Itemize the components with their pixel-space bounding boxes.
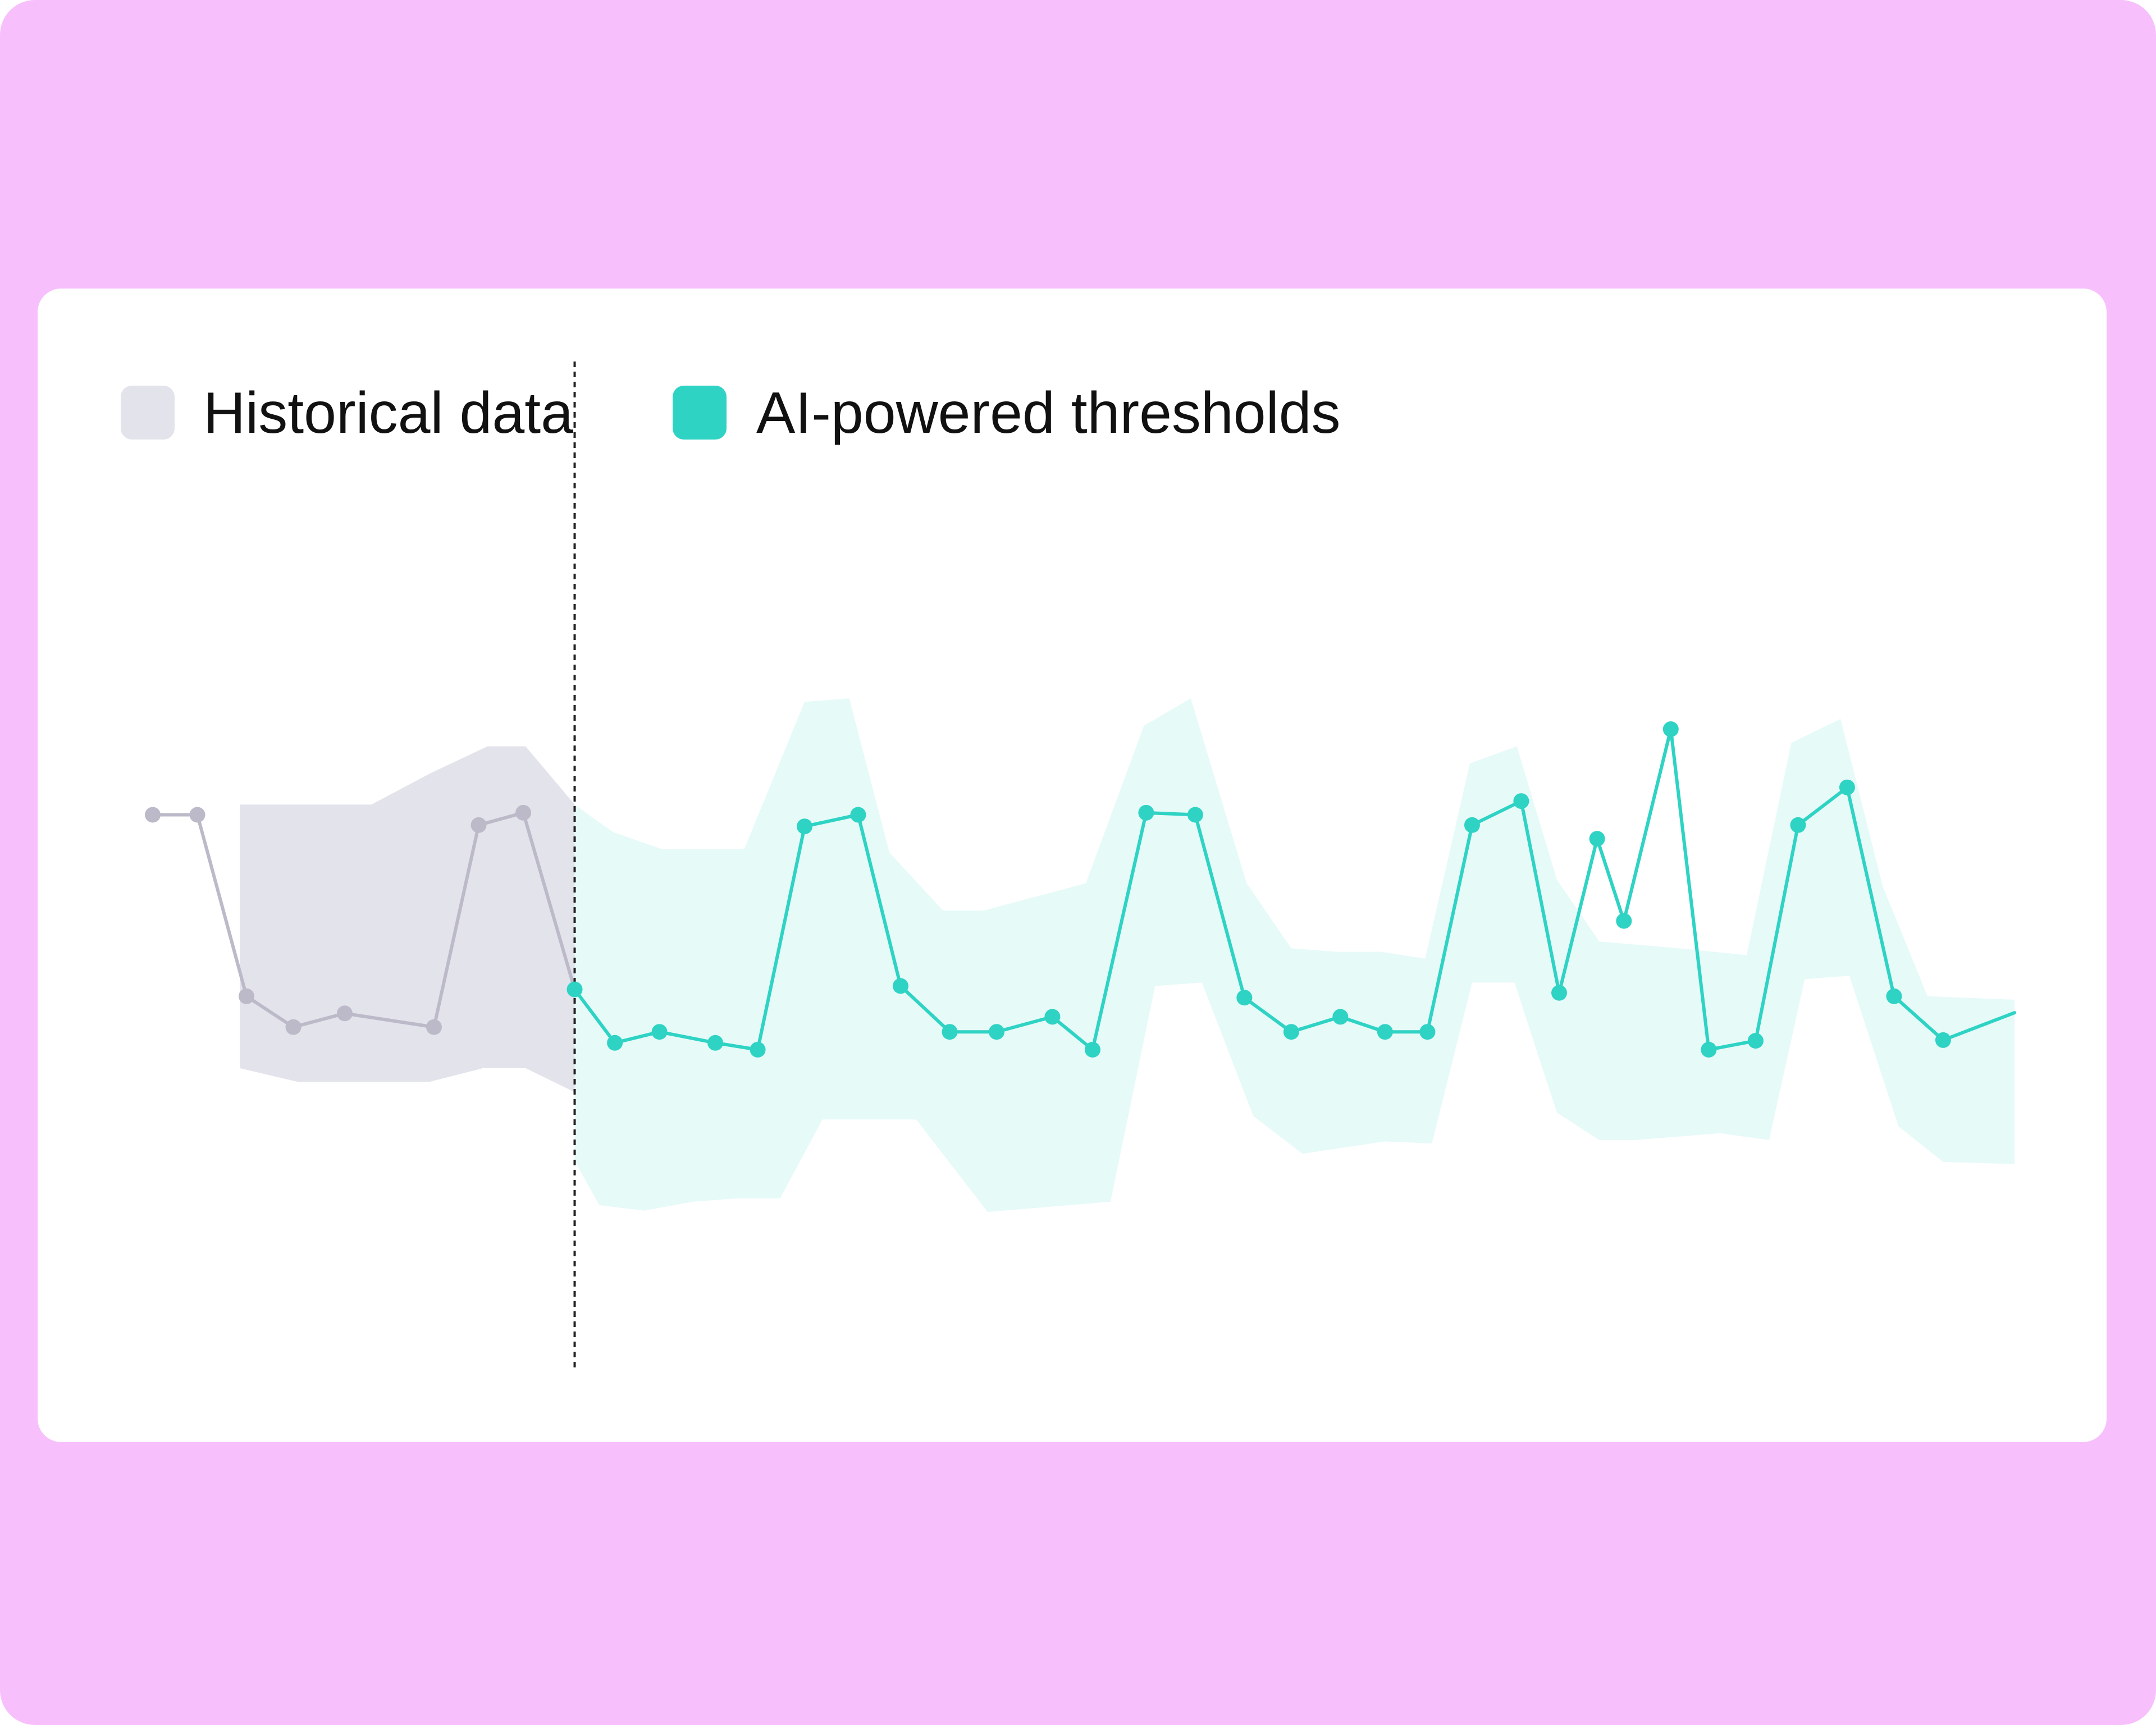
- ai-threshold-band: [574, 698, 2015, 1212]
- forecast-data-point: [750, 1041, 766, 1058]
- legend-label-historical: Historical data: [203, 381, 573, 446]
- legend: Historical data AI-powered thresholds: [121, 381, 1341, 446]
- forecast-line-segment: [1753, 823, 1800, 1043]
- legend-label-ai-thresholds: AI-powered thresholds: [756, 381, 1341, 446]
- forecast-data-point: [1790, 817, 1806, 833]
- historical-data-point: [336, 1005, 353, 1022]
- historical-data-point: [285, 1019, 302, 1035]
- forecast-line-segment: [1144, 811, 1197, 817]
- forecast-data-point: [850, 807, 866, 823]
- forecast-line-segment: [899, 984, 952, 1034]
- forecast-line-segment: [1050, 1015, 1094, 1051]
- historical-line-segment: [291, 1012, 346, 1029]
- historical-line-segment: [245, 994, 295, 1029]
- forecast-data-point: [1839, 779, 1855, 795]
- forecast-line-segment: [1595, 837, 1626, 923]
- forecast-data-point: [707, 1035, 723, 1051]
- forecast-line-segment: [1941, 1011, 2017, 1042]
- forecast-data-point: [1044, 1009, 1061, 1025]
- historical-data-point: [471, 817, 487, 833]
- forecast-line-segment: [1557, 837, 1599, 995]
- forecast-data-point: [1084, 1041, 1100, 1058]
- forecast-data-point: [942, 1024, 958, 1040]
- plot-area: [145, 362, 2017, 1372]
- forecast-data-point: [893, 978, 909, 994]
- forecast-line-segment: [995, 1015, 1054, 1034]
- forecast-line-segment: [1519, 799, 1561, 995]
- forecast-data-point: [1886, 988, 1902, 1004]
- forecast-data-point: [797, 818, 813, 835]
- forecast-data-point: [1616, 913, 1632, 929]
- forecast-data-point: [1701, 1041, 1717, 1058]
- forecast-data-point: [567, 981, 583, 998]
- legend-swatch-historical: [121, 386, 175, 440]
- forecast-data-point: [1747, 1033, 1764, 1049]
- forecast-line-segment: [1426, 823, 1474, 1034]
- threshold-chart: Historical data AI-powered thresholds: [121, 362, 2017, 1372]
- historical-line-segment: [195, 813, 248, 998]
- forecast-line-segment: [1193, 813, 1246, 1000]
- forecast-line-segment: [1090, 811, 1148, 1051]
- forecast-data-point: [1513, 793, 1529, 809]
- forecast-line-segment: [1892, 994, 1945, 1042]
- forecast-data-point: [1551, 985, 1567, 1001]
- chart-card: Historical data AI-powered thresholds: [38, 289, 2107, 1442]
- forecast-data-point: [1464, 817, 1480, 833]
- forecast-data-point: [1662, 721, 1679, 737]
- forecast-line-segment: [1707, 1039, 1757, 1051]
- forecast-line-segment: [1243, 996, 1293, 1034]
- forecast-data-point: [1187, 807, 1203, 823]
- forecast-line-segment: [1796, 785, 1849, 827]
- forecast-data-point: [1236, 990, 1253, 1006]
- forecast-line-segment: [803, 813, 860, 829]
- forecast-line-segment: [856, 813, 903, 988]
- forecast-line-segment: [1669, 727, 1711, 1051]
- forecast-line-segment: [756, 825, 807, 1051]
- historical-line-segment: [432, 823, 481, 1029]
- forecast-data-point: [1283, 1024, 1299, 1040]
- historical-data-point: [426, 1019, 442, 1035]
- forecast-line-segment: [573, 987, 617, 1045]
- forecast-line-segment: [1622, 727, 1673, 923]
- forecast-data-point: [1589, 831, 1605, 847]
- forecast-data-point: [1332, 1009, 1349, 1025]
- forecast-data-point: [1138, 804, 1154, 821]
- forecast-data-point: [1419, 1024, 1436, 1040]
- historical-data-point: [145, 807, 161, 823]
- forecast-line-segment: [1289, 1015, 1342, 1034]
- historical-data-point: [515, 804, 532, 821]
- forecast-data-point: [989, 1024, 1004, 1040]
- historical-band: [240, 746, 575, 1092]
- forecast-data-point: [1377, 1024, 1393, 1040]
- forecast-line-segment: [657, 1030, 717, 1045]
- historical-line-segment: [522, 811, 577, 991]
- legend-swatch-ai-thresholds: [673, 386, 727, 440]
- historical-line-segment: [342, 1012, 436, 1029]
- forecast-line-segment: [1470, 799, 1523, 827]
- historical-data-point: [239, 988, 254, 1004]
- forecast-data-point: [651, 1024, 668, 1040]
- forecast-data-point: [1935, 1032, 1951, 1048]
- historical-data-point: [189, 807, 205, 823]
- forecast-data-point: [607, 1035, 623, 1051]
- forecast-line-segment: [1845, 785, 1896, 998]
